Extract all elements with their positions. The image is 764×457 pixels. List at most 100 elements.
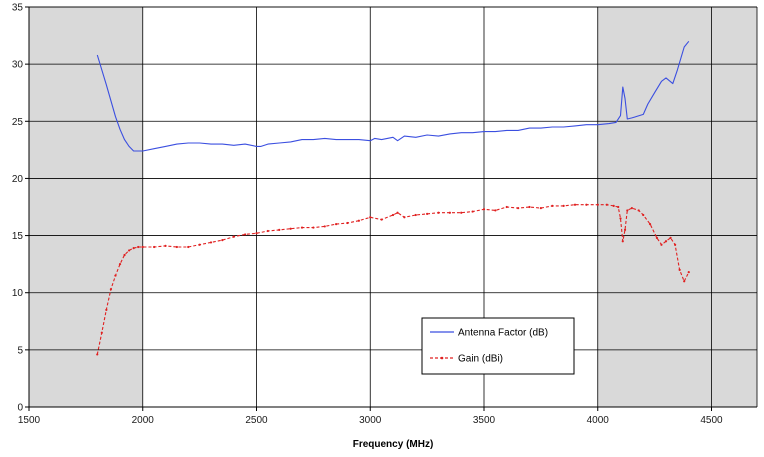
data-point [232,235,235,238]
data-point [175,245,178,249]
data-point [683,280,686,283]
data-point [266,229,269,233]
data-point [605,203,608,206]
data-point [621,240,624,243]
series-layer [96,40,690,356]
data-point [551,204,554,207]
data-point [674,243,677,246]
data-point [346,221,349,225]
data-point [153,245,156,249]
y-tick-label-0: 0 [17,403,23,414]
data-point [414,213,417,217]
shaded-region-1 [597,7,757,407]
series-markers-1 [96,203,690,356]
data-point [278,228,281,231]
y-tick-label-3: 15 [12,231,24,242]
data-point [123,253,126,257]
data-point [426,212,429,215]
legend-marker-1 [440,356,444,360]
data-point [132,247,135,250]
data-point [369,216,372,219]
data-point [118,263,122,266]
data-point [437,211,440,214]
x-tick-label-4: 3500 [473,415,496,426]
x-tick-label-3: 3000 [359,415,382,426]
series-line-1 [96,204,690,355]
data-point [505,205,508,209]
shaded-regions [29,7,757,407]
axes [25,6,758,411]
data-point [539,207,542,210]
data-point [687,271,690,274]
legend: Antenna Factor (dB) Gain (dBi) [421,317,575,375]
data-point [669,236,672,239]
series-line-0 [96,40,690,152]
data-point [585,203,588,206]
x-axis-title: Frequency (MHz) [353,439,434,450]
data-point [596,203,599,206]
y-tick-label-5: 25 [12,117,24,128]
data-point [471,210,474,213]
tick-labels: 1500 2000 2500 3000 3500 4000 4500 0 5 10 15 20 25 30… [12,3,723,427]
data-point [623,228,627,231]
y-tick-label-2: 10 [12,288,24,299]
legend-entry-0: Antenna Factor (dB) [430,328,548,339]
data-point [96,353,99,356]
data-point [221,239,224,242]
data-point [100,331,103,334]
data-point [198,243,201,246]
legend-box [421,317,575,375]
y-tick-label-6: 30 [12,60,24,71]
data-point [448,211,451,214]
data-point [664,240,668,243]
data-point [655,236,659,239]
data-point [528,205,531,209]
data-point [114,274,117,277]
data-point [678,268,681,271]
data-point [164,244,167,247]
shaded-region-0 [29,7,143,407]
x-tick-label-6: 4500 [700,415,723,426]
y-tick-label-4: 20 [12,174,24,185]
y-tick-label-7: 35 [12,3,24,14]
data-point [255,232,258,235]
data-point [335,223,338,226]
data-point [357,219,360,222]
data-point [648,223,652,226]
legend-entries: Antenna Factor (dB) Gain (dBi) [430,328,548,365]
data-point [619,217,622,220]
legend-label-1: Gain (dBi) [458,354,503,365]
data-point [105,308,108,311]
data-point [244,233,247,236]
data-point [626,209,629,212]
data-point [562,204,565,207]
data-point [517,207,520,210]
data-point [482,208,486,211]
x-tick-label-0: 1500 [18,415,41,426]
data-point [637,209,640,212]
data-point [617,205,620,209]
data-point [403,216,406,219]
data-point [137,245,140,249]
data-point [612,204,615,207]
data-point [109,288,112,291]
data-point [289,227,292,230]
data-point [573,203,577,206]
data-point [660,243,663,246]
data-point [300,226,304,229]
x-tick-label-5: 4000 [587,415,610,426]
data-point [380,218,383,221]
data-point [460,211,463,214]
data-point [494,209,497,212]
data-point [391,213,395,217]
legend-label-0: Antenna Factor (dB) [458,328,548,339]
x-tick-label-2: 2500 [245,415,268,426]
data-point [141,245,144,249]
data-point [396,211,399,214]
y-tick-label-1: 5 [17,345,23,356]
data-point [209,241,213,244]
data-point [630,207,633,210]
data-point [128,249,131,252]
legend-entry-1: Gain (dBi) [430,354,503,365]
